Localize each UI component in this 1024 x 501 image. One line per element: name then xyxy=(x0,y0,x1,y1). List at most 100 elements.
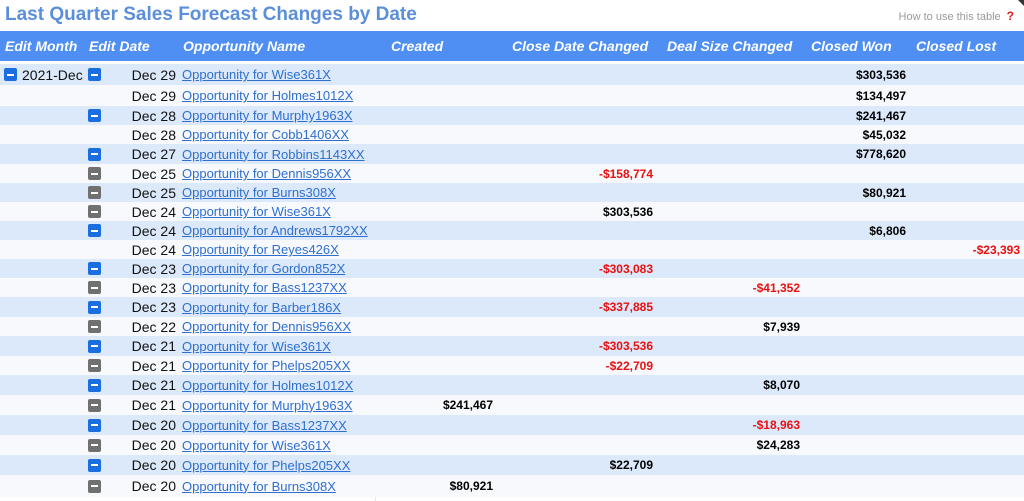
date-collapse-toggle[interactable] xyxy=(88,356,101,375)
created-value: $80,921 xyxy=(449,479,493,493)
minus-icon[interactable] xyxy=(4,68,17,81)
deal-size-changed-value: $7,939 xyxy=(763,319,800,334)
close-date-changed-value: $303,536 xyxy=(602,204,653,219)
edit-date: Dec 21 xyxy=(131,338,176,354)
date-collapse-toggle[interactable] xyxy=(88,336,101,356)
opportunity-link[interactable]: Opportunity for Holmes1012X xyxy=(182,88,354,103)
minus-icon[interactable] xyxy=(88,398,101,412)
close-date-changed-value: -$303,536 xyxy=(598,339,653,353)
opportunity-link[interactable]: Opportunity for Bass1237XX xyxy=(182,417,347,433)
table-row: Dec 29 Opportunity for Holmes1012X $134,49… xyxy=(0,85,1024,106)
month-collapse-toggle[interactable] xyxy=(4,64,17,85)
column-header-closed-won[interactable]: Closed Won xyxy=(811,38,892,54)
edit-date: Dec 25 xyxy=(131,184,176,201)
table-row: Dec 20 Opportunity for Wise361X $24,283 xyxy=(0,435,1024,455)
opportunity-link[interactable]: Opportunity for Phelps205XX xyxy=(182,457,351,473)
opportunity-link[interactable]: Opportunity for Dennis956XX xyxy=(182,166,352,181)
opportunity-link[interactable]: Opportunity for Andrews1792XX xyxy=(182,223,368,238)
date-collapse-toggle[interactable] xyxy=(88,106,101,125)
date-collapse-toggle[interactable] xyxy=(88,259,101,278)
column-header-deal-size-changed[interactable]: Deal Size Changed xyxy=(667,38,793,54)
minus-icon[interactable] xyxy=(88,300,101,314)
table-row: Dec 27 Opportunity for Robbins1143XX $778,… xyxy=(0,144,1024,164)
close-date-changed-value: -$158,774 xyxy=(598,166,653,181)
minus-icon[interactable] xyxy=(88,147,101,161)
minus-icon[interactable] xyxy=(88,438,101,452)
corner-marker-icon xyxy=(1018,0,1024,6)
deal-size-changed-value: -$18,963 xyxy=(752,418,800,432)
opportunity-link[interactable]: Opportunity for Holmes1012X xyxy=(182,377,354,393)
close-date-changed-value: -$337,885 xyxy=(598,300,653,314)
edit-date: Dec 21 xyxy=(131,377,176,393)
edit-date: Dec 20 xyxy=(131,417,176,433)
date-collapse-toggle[interactable] xyxy=(88,415,101,435)
opportunity-link[interactable]: Opportunity for Burns308X xyxy=(182,478,336,494)
opportunity-link[interactable]: Opportunity for Reyes426X xyxy=(182,242,339,257)
edit-date: Dec 23 xyxy=(131,299,176,315)
minus-icon[interactable] xyxy=(88,281,101,294)
minus-icon[interactable] xyxy=(88,262,101,275)
minus-icon[interactable] xyxy=(88,458,101,472)
opportunity-link[interactable]: Opportunity for Phelps205XX xyxy=(182,358,351,373)
date-collapse-toggle[interactable] xyxy=(88,144,101,164)
date-collapse-toggle[interactable] xyxy=(88,202,101,221)
opportunity-link[interactable]: Opportunity for Barber186X xyxy=(182,299,341,315)
opportunity-link[interactable]: Opportunity for Cobb1406XX xyxy=(182,127,349,142)
column-header-close-date-changed[interactable]: Close Date Changed xyxy=(512,38,649,54)
table-row: Dec 24 Opportunity for Wise361X $303,536 xyxy=(0,202,1024,221)
opportunity-link[interactable]: Opportunity for Wise361X xyxy=(182,67,331,82)
minus-icon[interactable] xyxy=(88,378,101,392)
edit-date: Dec 25 xyxy=(131,165,176,182)
minus-icon[interactable] xyxy=(88,359,101,372)
minus-icon[interactable] xyxy=(88,68,101,81)
opportunity-link[interactable]: Opportunity for Murphy1963X xyxy=(182,108,353,123)
column-header-edit-month[interactable]: Edit Month xyxy=(5,38,78,54)
date-collapse-toggle[interactable] xyxy=(88,297,101,317)
minus-icon[interactable] xyxy=(88,320,101,333)
table-header: Edit Month Edit Date Opportunity Name Cr… xyxy=(0,31,1024,61)
minus-icon[interactable] xyxy=(88,186,101,199)
table-row: Dec 21 Opportunity for Phelps205XX -$22,70… xyxy=(0,356,1024,375)
opportunity-link[interactable]: Opportunity for Dennis956XX xyxy=(182,319,352,334)
minus-icon[interactable] xyxy=(88,418,101,432)
date-collapse-toggle[interactable] xyxy=(88,164,101,183)
opportunity-link[interactable]: Opportunity for Wise361X xyxy=(182,204,331,219)
date-collapse-toggle[interactable] xyxy=(88,183,101,202)
date-collapse-toggle[interactable] xyxy=(88,455,101,475)
minus-icon[interactable] xyxy=(88,224,101,237)
help-icon[interactable]: ? xyxy=(1006,9,1014,23)
edit-date: Dec 20 xyxy=(131,457,176,473)
opportunity-link[interactable]: Opportunity for Robbins1143XX xyxy=(182,146,365,162)
column-header-created[interactable]: Created xyxy=(391,38,444,54)
help-link[interactable]: How to use this table? xyxy=(899,9,1014,23)
column-header-edit-date[interactable]: Edit Date xyxy=(89,38,150,54)
opportunity-link[interactable]: Opportunity for Bass1237XX xyxy=(182,280,347,295)
date-collapse-toggle[interactable] xyxy=(88,278,101,297)
minus-icon[interactable] xyxy=(88,167,101,180)
column-header-closed-lost[interactable]: Closed Lost xyxy=(916,38,997,54)
minus-icon[interactable] xyxy=(88,109,101,122)
edit-date: Dec 29 xyxy=(131,87,176,104)
opportunity-link[interactable]: Opportunity for Wise361X xyxy=(182,437,331,453)
date-collapse-toggle[interactable] xyxy=(88,64,101,85)
date-collapse-toggle[interactable] xyxy=(88,475,101,497)
date-collapse-toggle[interactable] xyxy=(88,317,101,336)
opportunity-link[interactable]: Opportunity for Wise361X xyxy=(182,338,331,354)
minus-icon[interactable] xyxy=(88,205,101,218)
column-header-opportunity-name[interactable]: Opportunity Name xyxy=(183,38,306,54)
close-date-changed-value: -$22,709 xyxy=(605,358,653,373)
edit-date: Dec 23 xyxy=(131,260,176,277)
opportunity-link[interactable]: Opportunity for Gordon852X xyxy=(182,261,346,276)
opportunity-link[interactable]: Opportunity for Burns308X xyxy=(182,185,336,200)
date-collapse-toggle[interactable] xyxy=(88,395,101,415)
opportunity-link[interactable]: Opportunity for Murphy1963X xyxy=(182,397,353,413)
date-collapse-toggle[interactable] xyxy=(88,375,101,395)
minus-icon[interactable] xyxy=(88,479,101,493)
closed-won-value: $45,032 xyxy=(862,127,906,142)
date-collapse-toggle[interactable] xyxy=(88,221,101,240)
created-value: $241,467 xyxy=(442,398,493,412)
table-row: Dec 25 Opportunity for Burns308X $80,921 xyxy=(0,183,1024,202)
minus-icon[interactable] xyxy=(88,339,101,353)
date-collapse-toggle[interactable] xyxy=(88,435,101,455)
table-row: Dec 21 Opportunity for Holmes1012X $8,070 xyxy=(0,375,1024,395)
